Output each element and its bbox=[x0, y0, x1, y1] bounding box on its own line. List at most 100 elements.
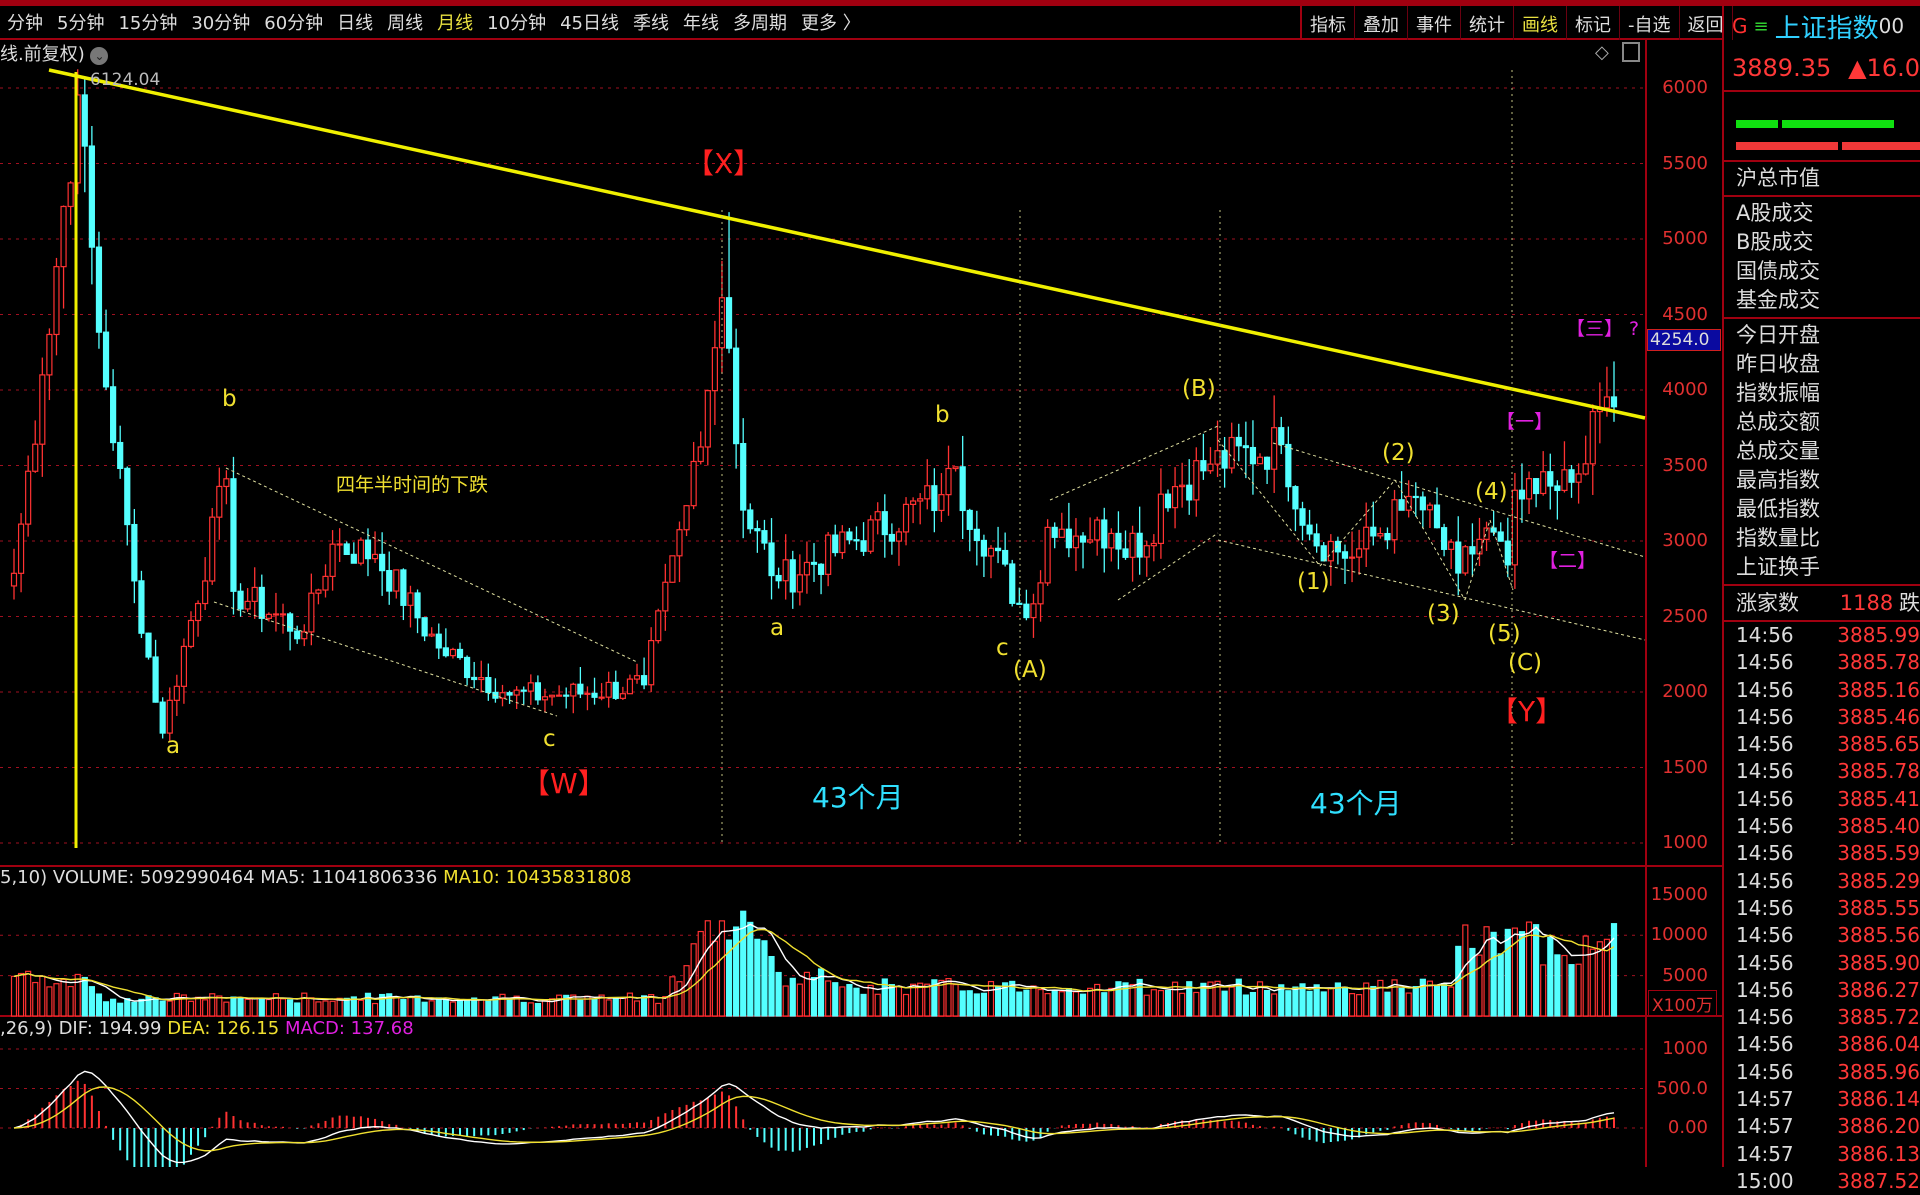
panel-toggle-icon[interactable] bbox=[1622, 42, 1640, 62]
candle-up bbox=[499, 692, 506, 699]
tool-button[interactable]: 指标 bbox=[1302, 6, 1355, 40]
volume-bar bbox=[1285, 990, 1292, 1017]
candle-up bbox=[322, 575, 329, 591]
tick-row: 14:56 3885.78 bbox=[1724, 649, 1920, 676]
period-tab[interactable]: 60分钟 bbox=[264, 13, 324, 34]
tick-price: 3885.72 bbox=[1837, 1005, 1920, 1030]
tool-button[interactable]: 返回 bbox=[1680, 6, 1733, 40]
menu-icon[interactable]: ≡ bbox=[1753, 15, 1769, 37]
volume-bar bbox=[711, 940, 718, 1017]
volume-bar bbox=[789, 977, 796, 1017]
period-tab[interactable]: 45日线 bbox=[560, 13, 619, 34]
volume-bar bbox=[1278, 984, 1285, 1017]
tool-button[interactable]: 画线 bbox=[1514, 6, 1567, 40]
volume-bar bbox=[492, 996, 499, 1017]
candle-down bbox=[1370, 526, 1377, 537]
kline-chart[interactable] bbox=[0, 0, 1722, 1167]
candle-down bbox=[563, 694, 570, 697]
tick-time: 14:56 bbox=[1736, 895, 1794, 920]
candle-up bbox=[1540, 471, 1547, 495]
adjust-mode[interactable]: 线.前复权) ⌄ bbox=[0, 40, 109, 66]
tool-button[interactable]: 标记 bbox=[1567, 6, 1620, 40]
volume-unit: X100万 bbox=[1648, 990, 1718, 1017]
tool-button[interactable]: 统计 bbox=[1461, 6, 1514, 40]
tool-button[interactable]: 事件 bbox=[1408, 6, 1461, 40]
index-name: 上证指数 bbox=[1774, 13, 1879, 44]
period-tab[interactable]: 5分钟 bbox=[57, 13, 105, 34]
volume-bar bbox=[456, 999, 464, 1017]
tick-list[interactable]: 14:56 3885.99 14:56 3885.78 14:56 3885.16 14:5… bbox=[1724, 622, 1920, 1195]
volume-bar bbox=[287, 999, 294, 1017]
candle-down bbox=[1568, 469, 1575, 483]
candle-up bbox=[39, 374, 46, 445]
period-tab[interactable]: 更多 〉 bbox=[800, 13, 861, 34]
volume-bar bbox=[810, 977, 818, 1017]
candle-down bbox=[1136, 532, 1143, 558]
volume-bar bbox=[308, 997, 315, 1017]
period-tab[interactable]: 分钟 bbox=[7, 13, 43, 34]
tool-button[interactable]: -自选 bbox=[1620, 6, 1680, 40]
tick-row: 14:56 3885.72 bbox=[1724, 1004, 1920, 1031]
period-tab[interactable]: 30分钟 bbox=[191, 13, 251, 34]
index-code: 00 bbox=[1878, 14, 1905, 38]
candle-up bbox=[1207, 463, 1214, 472]
candle-up bbox=[605, 681, 612, 698]
volume-bar bbox=[1497, 953, 1504, 1017]
candle-up bbox=[1448, 541, 1455, 550]
candle-down bbox=[287, 613, 294, 632]
period-tab[interactable]: 季线 bbox=[632, 13, 669, 34]
candle-up bbox=[1214, 450, 1221, 465]
volume-bar bbox=[924, 983, 931, 1017]
candle-down bbox=[343, 543, 350, 556]
tool-button[interactable]: 叠加 bbox=[1355, 6, 1408, 40]
candle-down bbox=[860, 540, 867, 552]
volume-bar bbox=[754, 938, 761, 1017]
chevron-down-icon[interactable]: ⌄ bbox=[90, 47, 109, 65]
candle-down bbox=[1504, 540, 1511, 566]
tick-row: 14:56 3885.59 bbox=[1724, 840, 1920, 867]
candle-up bbox=[541, 696, 549, 701]
macd-tick: 1000 bbox=[1662, 1038, 1708, 1059]
stat-label: 国债成交 bbox=[1736, 259, 1820, 283]
candle-up bbox=[53, 266, 60, 336]
period-tab[interactable]: 15分钟 bbox=[118, 13, 178, 34]
candle-up bbox=[1462, 546, 1469, 574]
volume-bar bbox=[1016, 991, 1023, 1017]
volume-bar bbox=[1384, 991, 1391, 1017]
period-tab[interactable]: 日线 bbox=[337, 13, 374, 34]
tick-price: 3885.46 bbox=[1837, 704, 1920, 729]
candle-up bbox=[308, 592, 315, 633]
candle-down bbox=[442, 647, 449, 657]
period-tab[interactable]: 10分钟 bbox=[487, 13, 547, 34]
volume-bar bbox=[1419, 978, 1426, 1017]
tick-price: 3885.16 bbox=[1837, 677, 1920, 702]
diamond-icon[interactable]: ◇ bbox=[1595, 42, 1609, 63]
candle-down bbox=[1285, 443, 1292, 488]
candle-up bbox=[782, 559, 789, 582]
candle-down bbox=[414, 592, 421, 619]
candle-up bbox=[803, 561, 811, 576]
volume-bar bbox=[1448, 986, 1455, 1017]
period-tab[interactable]: 周线 bbox=[387, 13, 424, 34]
volume-bar bbox=[343, 997, 350, 1017]
stat-label: 最低指数 bbox=[1736, 497, 1820, 521]
wave-label-three: 【三】 ? bbox=[1566, 318, 1640, 340]
candle-down bbox=[612, 681, 619, 699]
volume-bar bbox=[1334, 982, 1341, 1017]
volume-bar bbox=[1249, 991, 1257, 1017]
candle-down bbox=[1518, 489, 1526, 500]
period-tab[interactable]: 月线 bbox=[437, 13, 474, 34]
volume-bar bbox=[17, 972, 25, 1017]
volume-bar bbox=[329, 1000, 336, 1017]
period-tab[interactable]: 多周期 bbox=[732, 13, 787, 34]
candle-up bbox=[10, 572, 18, 587]
tick-time: 14:56 bbox=[1736, 950, 1794, 975]
tick-price: 3885.59 bbox=[1837, 841, 1920, 866]
period-tab[interactable]: 年线 bbox=[682, 13, 719, 34]
tick-price: 3886.27 bbox=[1837, 977, 1920, 1002]
volume-bar bbox=[67, 985, 74, 1017]
channel-line bbox=[1117, 532, 1219, 601]
peak-label: 6124.04 bbox=[90, 70, 161, 90]
channel-line bbox=[213, 601, 558, 717]
volume-bar bbox=[279, 998, 287, 1017]
